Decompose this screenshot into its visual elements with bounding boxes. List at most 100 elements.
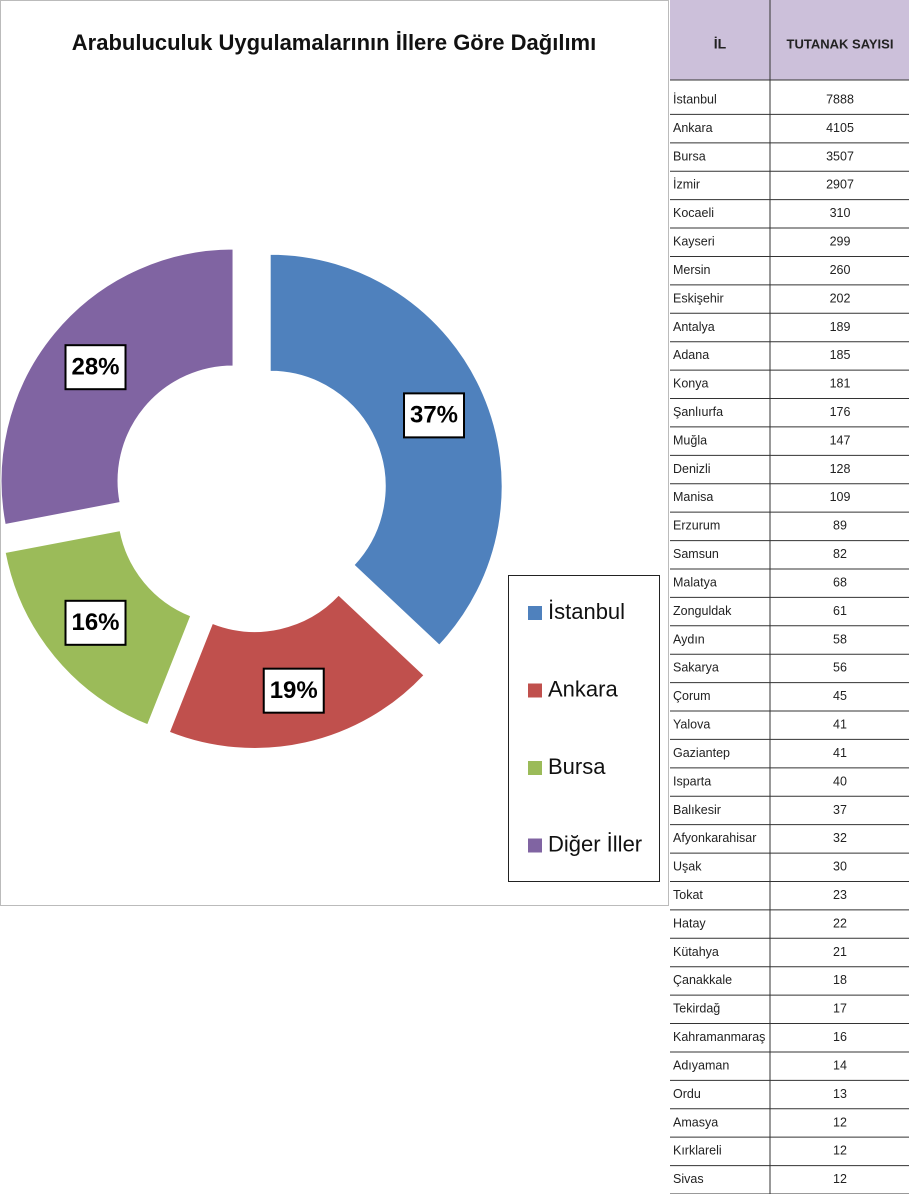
table-cell: 61	[833, 604, 847, 618]
legend-swatch	[528, 683, 542, 698]
legend-swatch	[528, 606, 542, 620]
table-cell: Manisa	[673, 490, 713, 504]
table-cell: 17	[833, 1002, 847, 1016]
table-cell: İstanbul	[673, 93, 717, 107]
table-cell: 128	[830, 462, 851, 476]
table-cell: Balıkesir	[673, 803, 721, 817]
table-cell: 82	[833, 547, 847, 561]
table-cell: Çorum	[673, 689, 711, 703]
table-cell: Kahramanmaraş	[673, 1030, 765, 1044]
table-cell: Şanlıurfa	[673, 405, 723, 419]
legend-label: Ankara	[548, 676, 618, 701]
table-cell: 22	[833, 916, 847, 930]
table-cell: 41	[833, 746, 847, 760]
table-cell: Zonguldak	[673, 604, 732, 618]
table-cell: Afyonkarahisar	[673, 831, 756, 845]
table-cell: 2907	[826, 178, 854, 192]
legend-frame	[508, 575, 660, 882]
table-cell: 14	[833, 1058, 847, 1072]
table-cell: Denizli	[673, 462, 711, 476]
table-cell: 185	[830, 348, 851, 362]
table-cell: 58	[833, 632, 847, 646]
table-cell: 41	[833, 718, 847, 732]
table-cell: Hatay	[673, 916, 706, 930]
table-cell: Erzurum	[673, 519, 720, 533]
table-cell: Bursa	[673, 149, 706, 163]
table-cell: 109	[830, 490, 851, 504]
table-cell: Aydın	[673, 632, 705, 646]
table-cell: Tekirdağ	[673, 1002, 720, 1016]
table-cell: 16	[833, 1030, 847, 1044]
table-cell: Kayseri	[673, 235, 715, 249]
table-cell: 23	[833, 888, 847, 902]
table-cell: 147	[830, 433, 851, 447]
table-cell: 56	[833, 661, 847, 675]
legend-swatch	[528, 761, 542, 775]
legend-label: İstanbul	[548, 599, 625, 624]
table-cell: Samsun	[673, 547, 719, 561]
table-cell: Malatya	[673, 575, 717, 589]
table-cell: 12	[833, 1144, 847, 1158]
table-cell: 89	[833, 519, 847, 533]
table-cell: 68	[833, 575, 847, 589]
table-cell: 176	[830, 405, 851, 419]
table-header-cell: TUTANAK SAYISI	[787, 36, 894, 51]
slice-label: 16%	[71, 609, 119, 636]
slice-label: 37%	[410, 402, 458, 429]
table-cell: Gaziantep	[673, 746, 730, 760]
table-cell: Sakarya	[673, 661, 719, 675]
table-cell: 181	[830, 377, 851, 391]
table-cell: Mersin	[673, 263, 711, 277]
legend-label: Diğer İller	[548, 831, 642, 856]
table-cell: Eskişehir	[673, 291, 724, 305]
label-box	[262, 667, 325, 714]
table-cell: 40	[833, 774, 847, 788]
table-cell: 37	[833, 803, 847, 817]
table-cell: Uşak	[673, 860, 702, 874]
table-cell: 299	[830, 235, 851, 249]
slice-label: 19%	[270, 677, 318, 704]
legend-swatch	[528, 838, 542, 853]
table-cell: Amasya	[673, 1115, 718, 1129]
chart-title: Arabuluculuk Uygulamalarının İllere Göre…	[72, 30, 596, 55]
table-cell: 21	[833, 945, 847, 959]
table-header-bg	[670, 0, 909, 80]
table-cell: 4105	[826, 121, 854, 135]
table-cell: İzmir	[673, 178, 700, 192]
table-cell: Ankara	[673, 121, 713, 135]
table-cell: 12	[833, 1172, 847, 1186]
table-cell: Yalova	[673, 718, 710, 732]
table-cell: Kocaeli	[673, 206, 714, 220]
table-cell: 3507	[826, 149, 854, 163]
legend-label: Bursa	[548, 754, 606, 779]
label-box	[64, 344, 127, 391]
table-cell: 310	[830, 206, 851, 220]
label-box	[64, 599, 127, 646]
table-cell: Kırklareli	[673, 1144, 722, 1158]
table-cell: Muğla	[673, 433, 707, 447]
slice-label: 28%	[71, 354, 119, 381]
label-box	[403, 392, 466, 439]
table-cell: Konya	[673, 377, 708, 391]
table-cell: Ordu	[673, 1087, 701, 1101]
table-cell: 30	[833, 860, 847, 874]
table-cell: 12	[833, 1115, 847, 1129]
table-cell: 260	[830, 263, 851, 277]
table-cell: Çanakkale	[673, 973, 732, 987]
table-header-cell: İL	[714, 36, 727, 52]
donut-slice	[269, 253, 503, 646]
table-cell: Tokat	[673, 888, 703, 902]
table-cell: 202	[830, 291, 851, 305]
table-cell: Adana	[673, 348, 709, 362]
table-cell: Isparta	[673, 774, 711, 788]
table-cell: 32	[833, 831, 847, 845]
table-cell: Kütahya	[673, 945, 719, 959]
table-cell: Sivas	[673, 1172, 704, 1186]
table-cell: 189	[830, 320, 851, 334]
table-cell: 45	[833, 689, 847, 703]
table-cell: 7888	[826, 93, 854, 107]
table-cell: Adıyaman	[673, 1058, 729, 1072]
table-cell: Antalya	[673, 320, 715, 334]
table-cell: 18	[833, 973, 847, 987]
